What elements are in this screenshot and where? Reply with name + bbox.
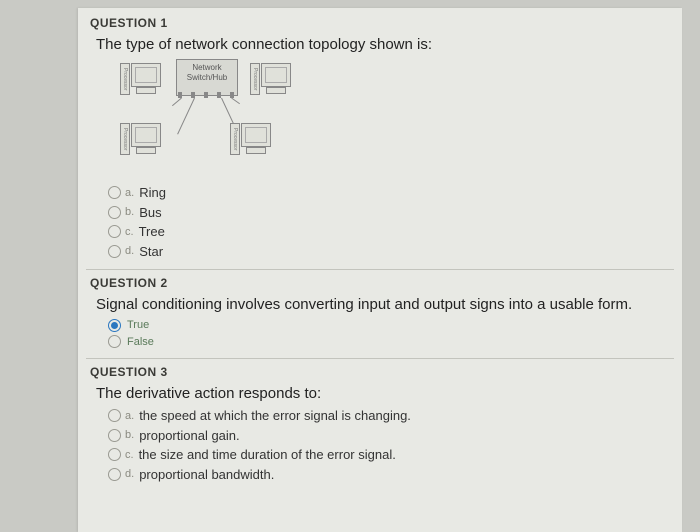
question-text: The derivative action responds to: xyxy=(96,385,670,402)
question-text: Signal conditioning involves converting … xyxy=(96,296,670,313)
option-label: proportional gain. xyxy=(139,426,239,446)
option-label: the speed at which the error signal is c… xyxy=(139,406,411,426)
base-icon xyxy=(136,147,156,154)
radio-icon[interactable] xyxy=(108,186,121,199)
radio-icon[interactable] xyxy=(108,245,121,258)
network-hub: Network Switch/Hub xyxy=(176,59,238,96)
base-icon xyxy=(136,87,156,94)
pc-node: Processor xyxy=(120,123,162,155)
question-title: QUESTION 1 xyxy=(90,16,670,30)
option-letter: d. xyxy=(125,243,134,260)
option-label: True xyxy=(127,317,149,334)
option-letter: c. xyxy=(125,447,134,464)
pc-node: Processor xyxy=(230,123,272,155)
monitor-icon xyxy=(261,63,291,87)
option-label: Tree xyxy=(139,222,165,242)
option-letter: d. xyxy=(125,466,134,483)
radio-icon[interactable] xyxy=(108,468,121,481)
radio-icon[interactable] xyxy=(108,409,121,422)
answer-option[interactable]: b. proportional gain. xyxy=(108,426,670,446)
answer-option[interactable]: b. Bus xyxy=(108,203,670,223)
pc-node: Processor xyxy=(250,63,292,95)
question-2: QUESTION 2 Signal conditioning involves … xyxy=(90,276,670,350)
radio-icon[interactable] xyxy=(108,319,121,332)
option-letter: a. xyxy=(125,408,134,425)
processor-icon: Processor xyxy=(230,123,240,155)
radio-icon[interactable] xyxy=(108,335,121,348)
answer-option[interactable]: False xyxy=(108,334,670,351)
answer-option[interactable]: c. the size and time duration of the erro… xyxy=(108,445,670,465)
answer-option[interactable]: a. Ring xyxy=(108,183,670,203)
options-list: a. the speed at which the error signal is… xyxy=(108,406,670,484)
processor-icon: Processor xyxy=(120,63,130,95)
answer-option[interactable]: a. the speed at which the error signal is… xyxy=(108,406,670,426)
wire xyxy=(231,98,240,105)
option-label: Bus xyxy=(139,203,161,223)
base-icon xyxy=(266,87,286,94)
processor-icon: Processor xyxy=(250,63,260,95)
option-letter: c. xyxy=(125,224,134,241)
option-letter: b. xyxy=(125,204,134,221)
question-title: QUESTION 3 xyxy=(90,365,670,379)
radio-icon[interactable] xyxy=(108,225,121,238)
radio-icon[interactable] xyxy=(108,206,121,219)
option-label: Star xyxy=(139,242,163,262)
monitor-icon xyxy=(131,63,161,87)
option-label: proportional bandwidth. xyxy=(139,465,274,485)
separator xyxy=(86,358,674,359)
question-3: QUESTION 3 The derivative action respond… xyxy=(90,365,670,484)
option-label: Ring xyxy=(139,183,166,203)
base-icon xyxy=(246,147,266,154)
hub-label-2: Switch/Hub xyxy=(177,73,237,83)
question-title: QUESTION 2 xyxy=(90,276,670,290)
wire xyxy=(177,98,195,135)
option-label: the size and time duration of the error … xyxy=(139,445,396,465)
hub-label-1: Network xyxy=(177,63,237,73)
options-list: TrueFalse xyxy=(108,317,670,350)
separator xyxy=(86,269,674,270)
answer-option[interactable]: d. Star xyxy=(108,242,670,262)
monitor-icon xyxy=(131,123,161,147)
answer-option[interactable]: True xyxy=(108,317,670,334)
question-1: QUESTION 1 The type of network connectio… xyxy=(90,16,670,261)
processor-icon: Processor xyxy=(120,123,130,155)
options-list: a. Ring b. Bus c. Tree d. Star xyxy=(108,183,670,261)
answer-option[interactable]: d. proportional bandwidth. xyxy=(108,465,670,485)
hub-ports xyxy=(178,92,234,98)
option-letter: a. xyxy=(125,185,134,202)
answer-option[interactable]: c. Tree xyxy=(108,222,670,242)
quiz-page: QUESTION 1 The type of network connectio… xyxy=(78,8,682,532)
radio-icon[interactable] xyxy=(108,429,121,442)
monitor-icon xyxy=(241,123,271,147)
topology-diagram: Network Switch/Hub Processor Processor xyxy=(96,57,326,177)
question-text: The type of network connection topology … xyxy=(96,36,670,53)
radio-icon[interactable] xyxy=(108,448,121,461)
option-label: False xyxy=(127,334,154,351)
wire xyxy=(172,98,182,106)
pc-node: Processor xyxy=(120,63,162,95)
option-letter: b. xyxy=(125,427,134,444)
